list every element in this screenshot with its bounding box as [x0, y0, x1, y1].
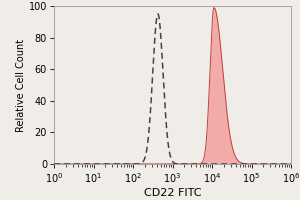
X-axis label: CD22 FITC: CD22 FITC [144, 188, 201, 198]
Y-axis label: Relative Cell Count: Relative Cell Count [16, 38, 26, 132]
